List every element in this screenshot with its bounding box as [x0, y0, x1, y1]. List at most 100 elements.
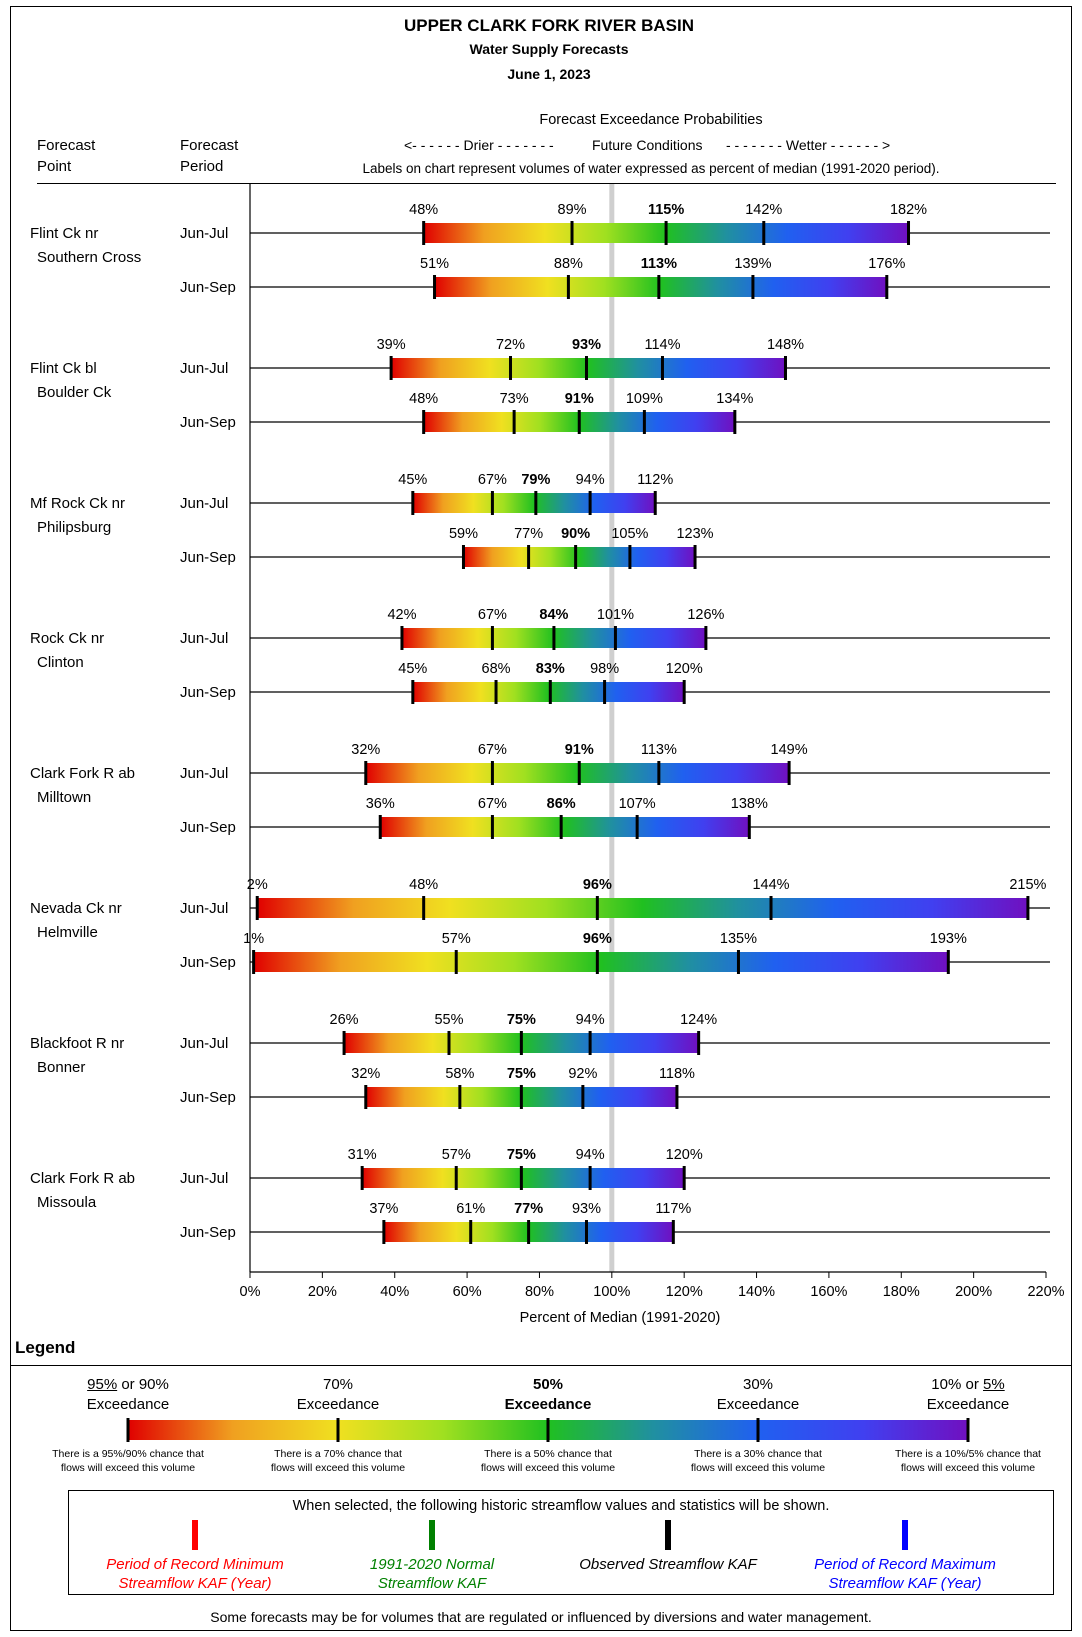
forecast-row: Jun-Sep 45% 68% 83% 98% 120%	[180, 661, 1050, 704]
exceedance-value-label: 120%	[666, 661, 703, 677]
exceedance-tick	[400, 626, 404, 650]
exceedance-tick	[675, 1085, 679, 1109]
exceedance-tick	[490, 761, 494, 785]
exceedance-tick	[657, 275, 661, 299]
exceedance-tick	[509, 356, 513, 380]
exceedance-tick	[255, 896, 259, 920]
exceedance-tick	[907, 221, 911, 245]
x-tick-label: 80%	[525, 1284, 554, 1300]
exceedance-tick	[762, 221, 766, 245]
exceedance-value-label: 109%	[626, 391, 663, 407]
historic-min-marker	[192, 1520, 198, 1550]
exceedance-tick	[447, 1031, 451, 1055]
exceedance-tick	[454, 1166, 458, 1190]
point-label-line2: Bonner	[37, 1059, 85, 1076]
exceedance-tick	[458, 1085, 462, 1109]
exceedance-tick	[747, 815, 751, 839]
exceedance-tick	[252, 950, 256, 974]
exceedance-value-label: 215%	[1009, 877, 1046, 893]
exceedance-value-label: 32%	[351, 742, 380, 758]
period-label: Jun-Jul	[180, 900, 228, 917]
forecast-row: Jun-Sep 48% 73% 91% 109% 134%	[180, 391, 1050, 434]
exceedance-tick	[733, 410, 737, 434]
exceedance-tick	[588, 491, 592, 515]
exceedance-tick	[769, 896, 773, 920]
exceedance-value-label: 96%	[583, 931, 612, 947]
x-tick-label: 20%	[308, 1284, 337, 1300]
exceedance-value-label: 26%	[330, 1012, 359, 1028]
exceedance-value-label: 58%	[445, 1066, 474, 1082]
point-label-line2: Philipsburg	[37, 519, 111, 536]
exceedance-value-label: 48%	[409, 391, 438, 407]
exceedance-tick	[527, 545, 531, 569]
point-label-line2: Missoula	[37, 1194, 97, 1211]
period-label: Jun-Sep	[180, 954, 236, 971]
exceedance-value-label: 144%	[752, 877, 789, 893]
legend-exc-70-top: 70%	[322, 1376, 354, 1393]
exceedance-tick	[469, 1220, 473, 1244]
forecast-row: Jun-Sep 1% 57% 96% 135% 193%	[180, 931, 1050, 974]
legend-tick-30	[756, 1418, 760, 1442]
exceedance-tick	[588, 1166, 592, 1190]
point-label-line1: Flint Ck nr	[30, 225, 98, 242]
exceedance-value-label: 142%	[745, 202, 782, 218]
exceedance-tick	[584, 1220, 588, 1244]
exceedance-value-label: 90%	[561, 526, 590, 542]
exceedance-value-label: 193%	[930, 931, 967, 947]
exceedance-tick	[364, 1085, 368, 1109]
exceedance-range-bar	[412, 493, 656, 513]
exceedance-value-label: 123%	[676, 526, 713, 542]
exceedance-tick	[490, 815, 494, 839]
legend-exc-50-top: 50%	[532, 1376, 564, 1393]
exceedance-tick	[660, 356, 664, 380]
period-label: Jun-Sep	[180, 414, 236, 431]
exceedance-value-label: 98%	[590, 661, 619, 677]
exceedance-tick	[490, 491, 494, 515]
x-tick-label: 220%	[1027, 1284, 1064, 1300]
legend-tick-5	[966, 1418, 970, 1442]
exceedance-value-label: 77%	[514, 526, 543, 542]
exceedance-value-label: 176%	[868, 256, 905, 272]
period-label: Jun-Jul	[180, 495, 228, 512]
x-tick-label: 60%	[453, 1284, 482, 1300]
forecast-row: Jun-Sep 59% 77% 90% 105% 123%	[180, 526, 1050, 569]
forecast-row: Jun-Sep 36% 67% 86% 107% 138%	[180, 796, 1050, 839]
exceedance-value-label: 1%	[243, 931, 264, 947]
legend-tick-70	[336, 1418, 340, 1442]
exceedance-tick	[422, 410, 426, 434]
period-label: Jun-Jul	[180, 765, 228, 782]
drier-label: <- - - - - - Drier - - - - - - -	[404, 137, 554, 153]
col-point-line2: Point	[37, 158, 72, 175]
exceedance-tick	[657, 761, 661, 785]
exceedance-tick	[382, 1220, 386, 1244]
exceedance-tick	[751, 275, 755, 299]
x-tick-label: 120%	[666, 1284, 703, 1300]
exceedance-value-label: 72%	[496, 337, 525, 353]
exceedance-value-label: 93%	[572, 1201, 601, 1217]
exceedance-value-label: 51%	[420, 256, 449, 272]
historic-intro: When selected, the following historic st…	[292, 1498, 830, 1514]
period-label: Jun-Sep	[180, 684, 236, 701]
x-tick-label: 40%	[380, 1284, 409, 1300]
exceedance-tick	[534, 491, 538, 515]
exceedance-value-label: 67%	[478, 472, 507, 488]
historic-stats-box	[68, 1490, 1054, 1595]
x-tick-label: 0%	[240, 1284, 261, 1300]
period-label: Jun-Sep	[180, 549, 236, 566]
exceedance-tick	[946, 950, 950, 974]
legend-tick-50	[546, 1418, 550, 1442]
exceedance-tick	[411, 680, 415, 704]
forecast-row: Jun-Jul Mf Rock Ck nr Philipsburg 45% 67% 79%…	[30, 472, 1050, 536]
future-conditions-label: Future Conditions	[592, 137, 703, 153]
exceedance-tick	[566, 275, 570, 299]
exceedance-range-bar	[463, 547, 696, 567]
exceedance-tick	[548, 680, 552, 704]
period-label: Jun-Sep	[180, 279, 236, 296]
exceedance-value-label: 59%	[449, 526, 478, 542]
point-label-line1: Clark Fork R ab	[30, 765, 135, 782]
exceedance-value-label: 94%	[576, 472, 605, 488]
exceedance-value-label: 86%	[547, 796, 576, 812]
exceedance-tick	[664, 221, 668, 245]
exceedance-title: Forecast Exceedance Probabilities	[539, 112, 763, 128]
